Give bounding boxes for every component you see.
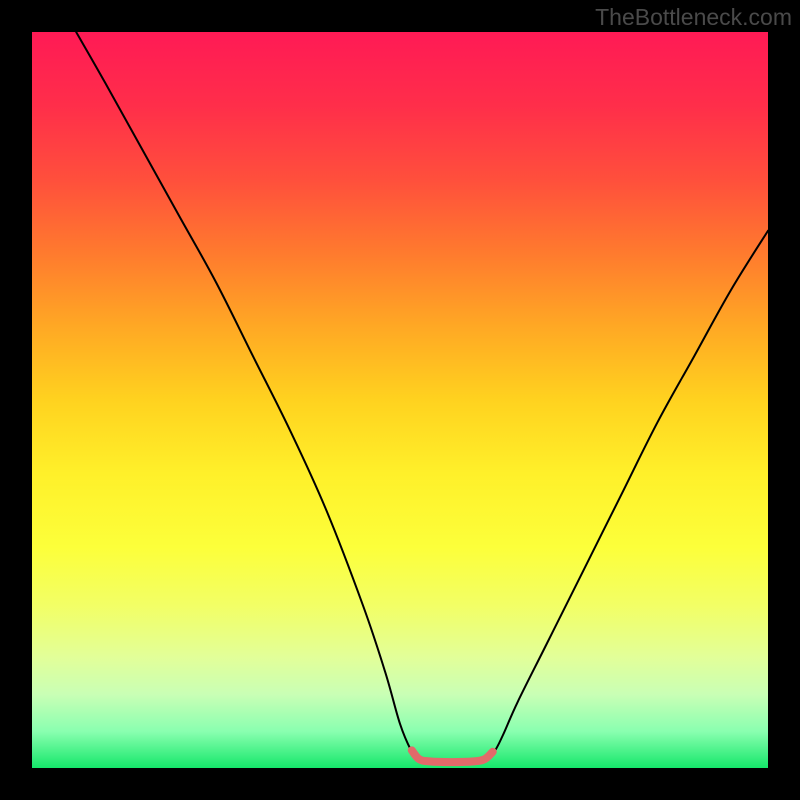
bottleneck-chart: TheBottleneck.com [0,0,800,800]
chart-svg [0,0,800,800]
watermark-text: TheBottleneck.com [595,4,792,31]
plot-background [32,32,768,768]
